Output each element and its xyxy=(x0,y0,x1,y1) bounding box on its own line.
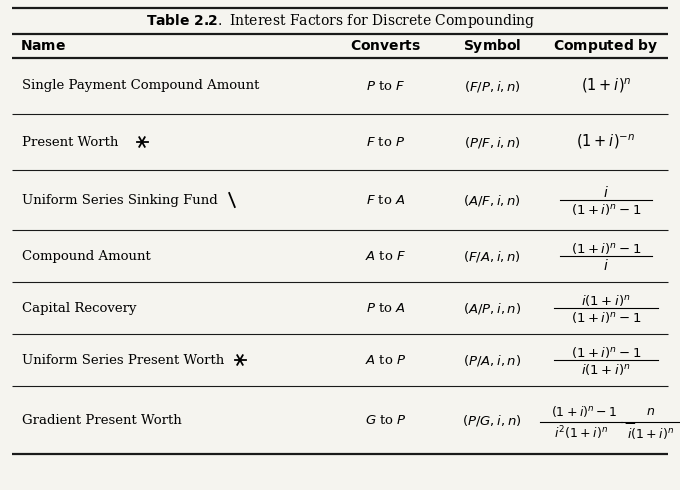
Text: Uniform Series Present Worth: Uniform Series Present Worth xyxy=(22,353,224,367)
Text: $(F/A, i, n)$: $(F/A, i, n)$ xyxy=(463,248,521,264)
Text: Single Payment Compound Amount: Single Payment Compound Amount xyxy=(22,79,259,93)
Text: $i$: $i$ xyxy=(603,258,609,272)
Text: $i^{2}(1+i)^{n}$: $i^{2}(1+i)^{n}$ xyxy=(554,424,608,442)
Text: $\mathit{F}$ to $\mathit{P}$: $\mathit{F}$ to $\mathit{P}$ xyxy=(367,136,406,148)
Text: $\mathit{P}$ to $\mathit{F}$: $\mathit{P}$ to $\mathit{F}$ xyxy=(367,79,406,93)
Text: $\mathbf{Converts}$: $\mathbf{Converts}$ xyxy=(350,39,422,53)
Text: Capital Recovery: Capital Recovery xyxy=(22,301,137,315)
Text: Present Worth: Present Worth xyxy=(22,136,118,148)
Text: $(1+i)^{-n}$: $(1+i)^{-n}$ xyxy=(577,133,636,151)
Text: $n$: $n$ xyxy=(647,405,656,417)
Text: $\mathbf{Table\ 2.2}$$.\ $Interest Factors for Discrete Compounding: $\mathbf{Table\ 2.2}$$.\ $Interest Facto… xyxy=(146,12,534,30)
Text: $\mathit{F}$ to $\mathit{A}$: $\mathit{F}$ to $\mathit{A}$ xyxy=(367,194,406,206)
Text: $(1+i)^{n}-1$: $(1+i)^{n}-1$ xyxy=(571,201,641,217)
Text: $\mathit{P}$ to $\mathit{A}$: $\mathit{P}$ to $\mathit{A}$ xyxy=(366,301,406,315)
Text: $\mathbf{Symbol}$: $\mathbf{Symbol}$ xyxy=(463,37,522,55)
Text: $i(1+i)^{n}$: $i(1+i)^{n}$ xyxy=(581,362,631,376)
Text: $(1+i)^{n}-1$: $(1+i)^{n}-1$ xyxy=(571,344,641,360)
Text: $i(1+i)^{n}$: $i(1+i)^{n}$ xyxy=(628,425,675,441)
Text: $\mathbf{Name}$: $\mathbf{Name}$ xyxy=(20,39,66,53)
Text: $(P/A, i, n)$: $(P/A, i, n)$ xyxy=(463,352,521,368)
Text: Gradient Present Worth: Gradient Present Worth xyxy=(22,414,182,426)
Text: $(1+i)^{n}-1$: $(1+i)^{n}-1$ xyxy=(571,310,641,324)
Text: $(A/P, i, n)$: $(A/P, i, n)$ xyxy=(463,300,521,316)
Text: $i$: $i$ xyxy=(603,185,609,199)
Text: $\mathit{A}$ to $\mathit{F}$: $\mathit{A}$ to $\mathit{F}$ xyxy=(365,249,407,263)
Text: $(1+i)^{n}-1$: $(1+i)^{n}-1$ xyxy=(551,403,617,418)
Text: $(P/F, i, n)$: $(P/F, i, n)$ xyxy=(464,134,520,149)
Text: $\mathit{A}$ to $\mathit{P}$: $\mathit{A}$ to $\mathit{P}$ xyxy=(365,353,407,367)
Text: $(1+i)^{n}$: $(1+i)^{n}$ xyxy=(581,77,631,95)
Text: Compound Amount: Compound Amount xyxy=(22,249,151,263)
Text: $\mathit{G}$ to $\mathit{P}$: $\mathit{G}$ to $\mathit{P}$ xyxy=(365,414,407,426)
Text: $(P/G, i, n)$: $(P/G, i, n)$ xyxy=(462,413,522,427)
Text: $-$: $-$ xyxy=(624,415,636,429)
Text: $(F/P, i, n)$: $(F/P, i, n)$ xyxy=(464,78,520,94)
Text: $\mathbf{Computed\ by}$: $\mathbf{Computed\ by}$ xyxy=(554,37,659,55)
Text: $i(1+i)^{n}$: $i(1+i)^{n}$ xyxy=(581,293,631,308)
Text: Uniform Series Sinking Fund: Uniform Series Sinking Fund xyxy=(22,194,218,206)
Text: $(1+i)^{n}-1$: $(1+i)^{n}-1$ xyxy=(571,241,641,255)
Text: $(A/F, i, n)$: $(A/F, i, n)$ xyxy=(463,193,521,207)
